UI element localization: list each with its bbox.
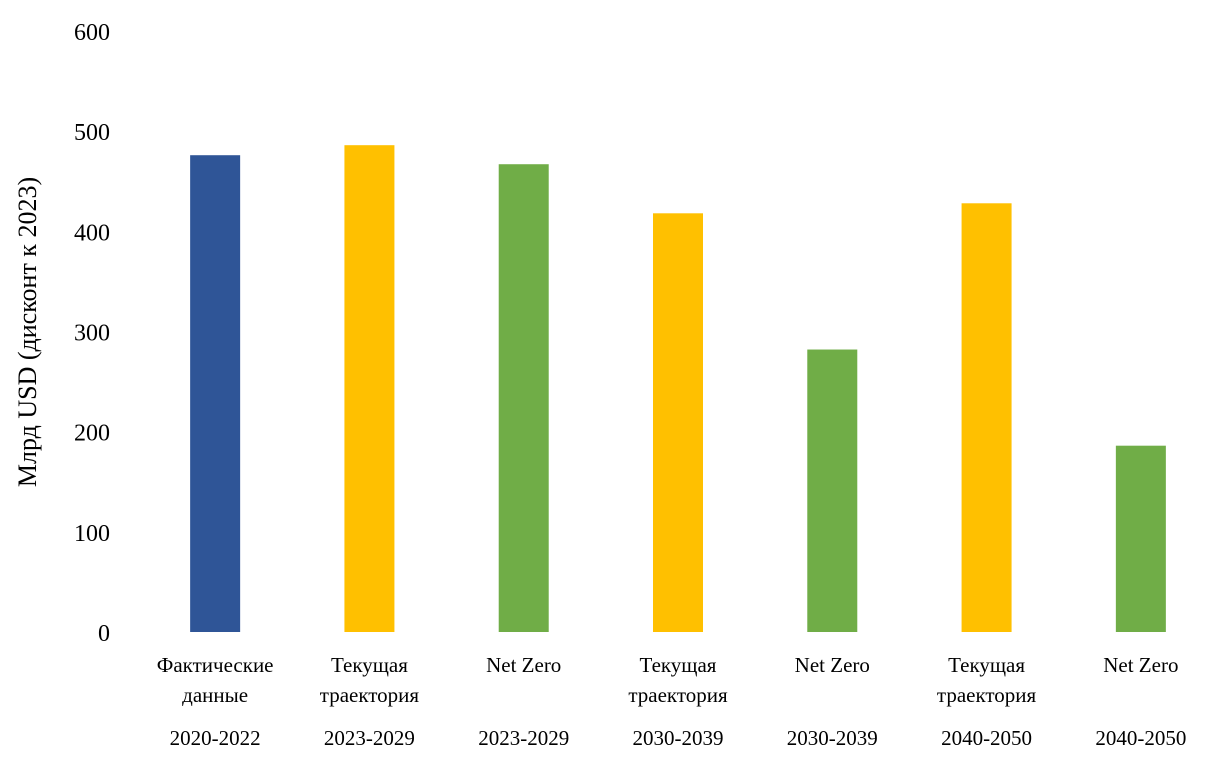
x-period-label: 2030-2039 xyxy=(633,726,724,750)
x-period-label: 2023-2029 xyxy=(324,726,415,750)
x-axis-period-labels: 2020-2022 2023-2029 2023-2029 2030-2039 2030… xyxy=(170,726,1187,750)
x-category-label: Net Zero xyxy=(1103,653,1178,677)
bars xyxy=(190,145,1166,632)
y-tick-label: 100 xyxy=(74,521,110,547)
y-tick-label: 500 xyxy=(74,120,110,146)
x-category-label: Текущая траектория xyxy=(320,653,420,707)
y-tick-label: 0 xyxy=(98,621,110,647)
bar xyxy=(344,145,395,632)
x-category-label: Net Zero xyxy=(795,653,870,677)
x-axis-category-labels: Фактические данные Текущая траектория Net Ze… xyxy=(157,653,1179,707)
bar xyxy=(498,164,549,632)
bar xyxy=(961,203,1012,632)
bar xyxy=(190,155,241,632)
bar xyxy=(1115,445,1166,632)
y-axis-ticks: 0 100 200 300 400 500 600 xyxy=(74,20,110,647)
x-period-label: 2023-2029 xyxy=(478,726,569,750)
x-category-label: Net Zero xyxy=(486,653,561,677)
x-period-label: 2030-2039 xyxy=(787,726,878,750)
x-category-label: Фактические данные xyxy=(157,653,274,707)
x-period-label: 2040-2050 xyxy=(1095,726,1186,750)
x-period-label: 2020-2022 xyxy=(170,726,261,750)
x-category-label: Текущая траектория xyxy=(628,653,728,707)
y-tick-label: 600 xyxy=(74,20,110,46)
x-period-label: 2040-2050 xyxy=(941,726,1032,750)
bar xyxy=(807,349,858,632)
bar xyxy=(653,213,703,632)
y-axis-title: Млрд USD (дисконт к 2023) xyxy=(13,177,42,487)
x-category-label: Текущая траектория xyxy=(937,653,1037,707)
y-tick-label: 400 xyxy=(74,220,110,246)
y-tick-label: 200 xyxy=(74,421,110,447)
y-tick-label: 300 xyxy=(74,321,110,347)
